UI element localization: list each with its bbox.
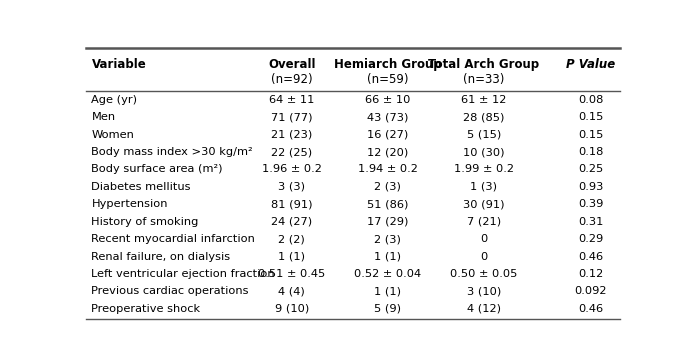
Text: 1 (1): 1 (1) [278,252,305,261]
Text: 0.08: 0.08 [578,95,604,105]
Text: Age (yr): Age (yr) [92,95,138,105]
Text: 12 (20): 12 (20) [367,147,409,157]
Text: 1.99 ± 0.2: 1.99 ± 0.2 [454,164,514,175]
Text: Variable: Variable [92,57,146,70]
Text: 0.31: 0.31 [578,217,604,227]
Text: Overall: Overall [268,57,316,70]
Text: 0.46: 0.46 [578,304,604,314]
Text: 0.39: 0.39 [578,199,604,209]
Text: Left ventricular ejection fraction: Left ventricular ejection fraction [92,269,275,279]
Text: Women: Women [92,130,134,140]
Text: (n=59): (n=59) [367,73,409,86]
Text: 66 ± 10: 66 ± 10 [365,95,411,105]
Text: 0.15: 0.15 [578,130,604,140]
Text: 4 (4): 4 (4) [278,286,305,296]
Text: 71 (77): 71 (77) [271,112,312,122]
Text: 22 (25): 22 (25) [271,147,312,157]
Text: Total Arch Group: Total Arch Group [429,57,539,70]
Text: 0.15: 0.15 [578,112,604,122]
Text: 81 (91): 81 (91) [271,199,312,209]
Text: 1.96 ± 0.2: 1.96 ± 0.2 [262,164,322,175]
Text: 4 (12): 4 (12) [467,304,501,314]
Text: 64 ± 11: 64 ± 11 [269,95,314,105]
Text: 17 (29): 17 (29) [367,217,409,227]
Text: Hypertension: Hypertension [92,199,168,209]
Text: 2 (3): 2 (3) [374,234,401,244]
Text: 10 (30): 10 (30) [463,147,504,157]
Text: 2 (2): 2 (2) [278,234,305,244]
Text: 1 (3): 1 (3) [471,182,497,192]
Text: 43 (73): 43 (73) [367,112,409,122]
Text: 1.94 ± 0.2: 1.94 ± 0.2 [358,164,418,175]
Text: Renal failure, on dialysis: Renal failure, on dialysis [92,252,231,261]
Text: 3 (10): 3 (10) [467,286,501,296]
Text: 2 (3): 2 (3) [374,182,401,192]
Text: 1 (1): 1 (1) [374,286,401,296]
Text: (n=33): (n=33) [463,73,504,86]
Text: 9 (10): 9 (10) [275,304,309,314]
Text: Body mass index >30 kg/m²: Body mass index >30 kg/m² [92,147,253,157]
Text: 0.18: 0.18 [578,147,604,157]
Text: 0.25: 0.25 [578,164,604,175]
Text: 51 (86): 51 (86) [367,199,409,209]
Text: 0.46: 0.46 [578,252,604,261]
Text: History of smoking: History of smoking [92,217,199,227]
Text: 61 ± 12: 61 ± 12 [461,95,506,105]
Text: Hemiarch Group: Hemiarch Group [334,57,442,70]
Text: Diabetes mellitus: Diabetes mellitus [92,182,191,192]
Text: 30 (91): 30 (91) [463,199,504,209]
Text: 0.12: 0.12 [578,269,604,279]
Text: 0.51 ± 0.45: 0.51 ± 0.45 [258,269,325,279]
Text: 24 (27): 24 (27) [271,217,312,227]
Text: P Value: P Value [566,57,615,70]
Text: 0.52 ± 0.04: 0.52 ± 0.04 [354,269,422,279]
Text: 21 (23): 21 (23) [271,130,312,140]
Text: Men: Men [92,112,116,122]
Text: 0.50 ± 0.05: 0.50 ± 0.05 [450,269,517,279]
Text: 3 (3): 3 (3) [278,182,305,192]
Text: 5 (15): 5 (15) [467,130,501,140]
Text: Previous cardiac operations: Previous cardiac operations [92,286,249,296]
Text: 0: 0 [480,234,488,244]
Text: Preoperative shock: Preoperative shock [92,304,200,314]
Text: 5 (9): 5 (9) [374,304,401,314]
Text: 28 (85): 28 (85) [463,112,504,122]
Text: Body surface area (m²): Body surface area (m²) [92,164,223,175]
Text: Recent myocardial infarction: Recent myocardial infarction [92,234,256,244]
Text: 0: 0 [480,252,488,261]
Text: 16 (27): 16 (27) [367,130,409,140]
Text: 0.93: 0.93 [578,182,604,192]
Text: 0.092: 0.092 [575,286,607,296]
Text: 1 (1): 1 (1) [374,252,401,261]
Text: (n=92): (n=92) [271,73,313,86]
Text: 7 (21): 7 (21) [467,217,501,227]
Text: 0.29: 0.29 [578,234,604,244]
